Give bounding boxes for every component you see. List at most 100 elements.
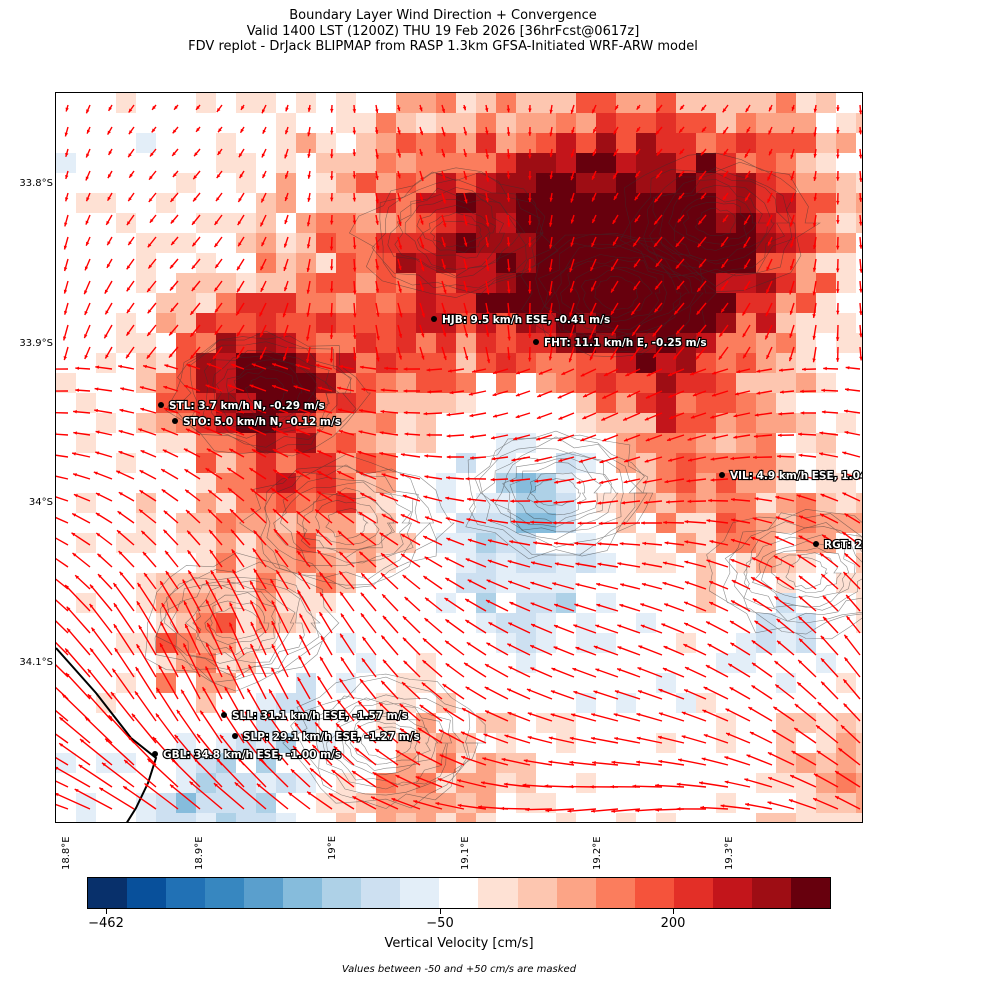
wind-arrow-head (844, 430, 849, 435)
wind-arrow-head (336, 723, 340, 728)
wind-arrow-head (87, 129, 91, 134)
velocity-cell (236, 813, 256, 822)
velocity-cell (276, 113, 296, 133)
velocity-cell (636, 273, 656, 293)
wind-arrow-head (376, 336, 380, 341)
velocity-cell (676, 293, 696, 313)
wind-arrow-head (640, 624, 645, 628)
station-dot[interactable] (221, 712, 227, 718)
wind-arrow-head (137, 582, 142, 587)
velocity-cell (216, 353, 236, 373)
velocity-cell (856, 333, 862, 353)
wind-arrow-head (89, 603, 94, 608)
wind-arrow-head (813, 132, 817, 137)
station-label: VIL: 4.9 km/h ESE, 1.04 m/s (730, 470, 863, 482)
velocity-cell (96, 753, 116, 773)
wind-arrow-head (209, 549, 214, 554)
wind-arrow-head (836, 107, 840, 111)
wind-arrow-head (684, 520, 689, 524)
wind-arrow-head (534, 479, 539, 483)
wind-arrow-head (469, 413, 474, 418)
velocity-cell (196, 273, 216, 293)
wind-arrow-head (194, 152, 198, 157)
velocity-cell (196, 813, 216, 822)
velocity-cell (296, 713, 316, 733)
wind-arrow-head (610, 785, 614, 789)
wind-arrow-head (731, 580, 736, 584)
wind-arrow-head (424, 618, 429, 622)
station-dot[interactable] (232, 733, 238, 739)
map-panel[interactable]: HJB: 9.5 km/h ESE, -0.41 m/s FHT: 11.1 km… (55, 92, 863, 823)
wind-arrow-head (579, 459, 583, 463)
wind-arrow-head (695, 355, 700, 360)
wind-arrow-head (284, 287, 288, 292)
wind-arrow (545, 808, 575, 812)
wind-arrow-head (139, 490, 144, 494)
velocity-cell (256, 573, 276, 593)
colorbar-swatch (634, 878, 674, 908)
wind-arrow-head (631, 311, 635, 315)
wind-arrow-head (798, 432, 802, 436)
velocity-cell (96, 193, 116, 213)
wind-arrow (727, 663, 751, 678)
wind-arrow (507, 622, 531, 634)
wind-arrow (257, 757, 289, 788)
velocity-cell (536, 593, 556, 613)
station-dot[interactable] (158, 402, 164, 408)
wind-arrow (638, 645, 663, 656)
wind-arrow (361, 657, 377, 678)
wind-arrow-head (636, 760, 640, 764)
station-dot[interactable] (813, 541, 819, 547)
wind-arrow-head (75, 575, 79, 579)
wind-arrow (706, 559, 729, 568)
velocity-cell (696, 493, 716, 513)
wind-arrow-head (247, 688, 251, 693)
velocity-cell (356, 333, 376, 353)
wind-arrow-head (330, 220, 334, 225)
wind-arrow-head (183, 643, 187, 648)
velocity-cell (396, 173, 416, 193)
wind-arrow-head (813, 773, 818, 778)
velocity-cell (696, 253, 716, 273)
velocity-cell (496, 713, 516, 733)
wind-arrow-head (63, 289, 68, 294)
wind-arrow-head (690, 415, 695, 419)
wind-arrow-head (402, 616, 407, 620)
velocity-cell (416, 273, 436, 293)
wind-arrow-head (465, 620, 470, 624)
wind-arrow-head (250, 644, 254, 648)
wind-arrow-head (790, 154, 794, 159)
chart-title: Boundary Layer Wind Direction + Converge… (0, 8, 886, 55)
colorbar-swatch (790, 878, 830, 908)
velocity-cell (136, 813, 156, 822)
wind-arrow (796, 681, 817, 700)
wind-arrow-head (530, 667, 535, 671)
velocity-cell (256, 593, 276, 613)
station-dot[interactable] (152, 751, 158, 757)
wind-arrow-head (206, 599, 210, 604)
station-dot[interactable] (719, 472, 725, 478)
velocity-cell (456, 813, 476, 822)
station-dot[interactable] (431, 316, 437, 322)
wind-arrow (504, 734, 531, 744)
wind-arrow (683, 643, 707, 656)
x-tick-label: 18.8°E (61, 836, 72, 870)
terrain-contour (659, 179, 775, 265)
station-dot[interactable] (172, 418, 178, 424)
velocity-cell (216, 773, 236, 793)
velocity-cell (636, 453, 656, 473)
wind-arrow-head (593, 129, 597, 133)
wind-arrow-head (528, 243, 532, 247)
wind-arrow-head (776, 618, 781, 623)
wind-arrow-head (445, 517, 450, 521)
wind-arrow-head (425, 516, 429, 520)
wind-arrow (466, 641, 487, 656)
wind-arrow-head (769, 151, 773, 156)
terrain-contour (165, 335, 372, 457)
velocity-cell (856, 193, 862, 213)
wind-arrow-head (733, 414, 738, 418)
station-dot[interactable] (533, 339, 539, 345)
wind-arrow (684, 666, 707, 678)
wind-arrow-head (379, 702, 383, 707)
